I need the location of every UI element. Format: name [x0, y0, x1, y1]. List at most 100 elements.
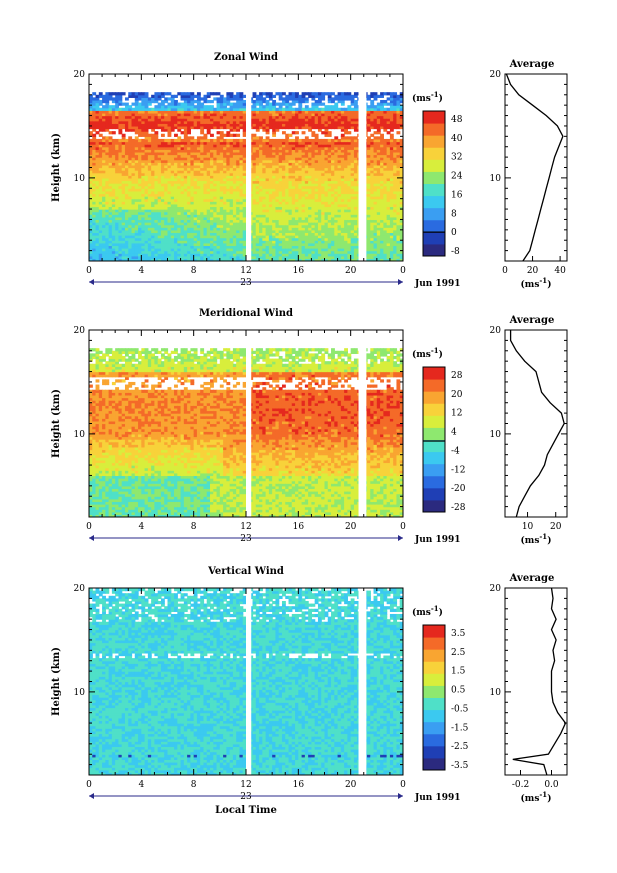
panel-1: Meridional Wind 0 4 8 12 16 20 0 10 20 Height (km)… — [51, 308, 568, 546]
day-arrow-right — [398, 535, 403, 541]
colorbar-bin — [423, 463, 445, 477]
colorbar-tick-label: -8 — [451, 247, 460, 257]
colorbar-bin — [423, 637, 445, 650]
panel-2: Vertical Wind 0 4 8 12 16 20 0 10 20 Height (km) 23… — [51, 566, 568, 816]
colorbar-frame — [422, 624, 446, 771]
x-tick-label: 12 — [240, 780, 251, 790]
colorbar-bin — [423, 427, 445, 440]
colorbar-bin — [423, 183, 445, 197]
y-tick-label: 10 — [74, 174, 86, 184]
profile-y-tick-label: 20 — [490, 584, 502, 594]
profile-title: Average — [509, 573, 555, 584]
y-tick-label: 10 — [74, 430, 86, 440]
colorbar-tick-label: 28 — [451, 371, 463, 381]
panel-title: Meridional Wind — [199, 308, 293, 319]
heatmap — [89, 330, 403, 517]
colorbar-tick-label: 2.5 — [451, 648, 466, 658]
colorbar-bin — [423, 733, 445, 747]
colorbar-tick-label: 12 — [451, 409, 462, 419]
profile-y-tick-label: 10 — [490, 688, 502, 698]
colorbar-bin — [423, 231, 445, 245]
day-label: 23 — [240, 792, 252, 802]
data-gap — [358, 588, 367, 775]
colorbar-tick-label: -2.5 — [451, 742, 469, 752]
colorbar-bin — [423, 159, 445, 172]
day-arrow-left — [89, 793, 94, 799]
colorbar-tick-label: 24 — [451, 172, 463, 182]
colorbar-bin — [423, 745, 445, 759]
profile-x-tick-label: -0.2 — [512, 780, 529, 790]
profile-y-tick-label: 20 — [490, 70, 502, 80]
colorbar-bin — [423, 439, 445, 453]
colorbar-unit: (ms-1) — [412, 604, 443, 618]
x-tick-label: 8 — [191, 266, 197, 276]
colorbar-bin — [423, 171, 445, 184]
colorbar-bin — [423, 475, 445, 489]
x-tick-label: 0 — [86, 522, 92, 532]
x-tick-label: 12 — [240, 266, 251, 276]
x-tick-label: 20 — [345, 266, 357, 276]
colorbar-tick-label: 0 — [451, 228, 457, 238]
day-label: 23 — [240, 534, 252, 544]
profile-unit: (ms-1) — [521, 790, 552, 804]
colorbar-frame — [422, 366, 446, 513]
colorbar-tick-label: 40 — [451, 134, 463, 144]
day-arrow-left — [89, 279, 94, 285]
profile-unit: (ms-1) — [521, 276, 552, 290]
colorbar-bin — [423, 661, 445, 674]
profile-frame — [504, 329, 568, 518]
day-arrow-right — [398, 793, 403, 799]
date-label: Jun 1991 — [414, 279, 461, 289]
day-arrow-right — [398, 279, 403, 285]
date-label: Jun 1991 — [414, 535, 461, 545]
profile-unit: (ms-1) — [521, 532, 552, 546]
profile-y-tick-label: 10 — [490, 174, 502, 184]
panel-title: Vertical Wind — [207, 566, 284, 577]
colorbar-bin — [423, 403, 445, 416]
colorbar-bin — [423, 451, 445, 465]
colorbar-tick-label: 1.5 — [451, 667, 466, 677]
colorbar-bin — [423, 757, 445, 771]
y-axis-label: Height (km) — [51, 133, 62, 202]
y-tick-label: 20 — [74, 326, 86, 336]
profile-x-tick-label: 20 — [527, 266, 539, 276]
colorbar-bin — [423, 379, 445, 392]
colorbar-bin — [423, 195, 445, 209]
y-tick-label: 20 — [74, 70, 86, 80]
profile-title: Average — [509, 315, 555, 326]
data-gap — [358, 74, 367, 261]
y-axis-label: Height (km) — [51, 647, 62, 716]
day-arrow-left — [89, 535, 94, 541]
profile-x-tick-label: 0 — [502, 266, 508, 276]
colorbar-bin — [423, 709, 445, 723]
colorbar-tick-label: 3.5 — [451, 629, 466, 639]
colorbar-bin — [423, 499, 445, 513]
colorbar-bin — [423, 147, 445, 160]
colorbar-bin — [423, 243, 445, 257]
x-tick-label: 8 — [191, 780, 197, 790]
y-axis-label: Height (km) — [51, 389, 62, 458]
colorbar-tick-label: -1.5 — [451, 723, 469, 733]
data-gap — [358, 330, 367, 517]
day-label: 23 — [240, 278, 252, 288]
x-tick-label: 0 — [400, 522, 406, 532]
colorbar-unit: (ms-1) — [412, 346, 443, 360]
x-tick-label: 4 — [138, 522, 144, 532]
profile-y-tick-label: 10 — [490, 430, 502, 440]
profile-title: Average — [509, 59, 555, 70]
colorbar-bin — [423, 673, 445, 686]
colorbar-unit: (ms-1) — [412, 90, 443, 104]
colorbar-bin — [423, 367, 445, 380]
colorbar-bin — [423, 415, 445, 428]
y-tick-label: 20 — [74, 584, 86, 594]
x-tick-label: 0 — [86, 266, 92, 276]
colorbar-tick-label: 20 — [451, 390, 463, 400]
colorbar-bin — [423, 111, 445, 124]
colorbar-tick-label: 48 — [451, 115, 463, 125]
colorbar-tick-label: 32 — [451, 153, 462, 163]
data-gap — [246, 74, 252, 261]
x-tick-label: 16 — [293, 522, 305, 532]
x-tick-label: 16 — [293, 266, 305, 276]
x-tick-label: 8 — [191, 522, 197, 532]
